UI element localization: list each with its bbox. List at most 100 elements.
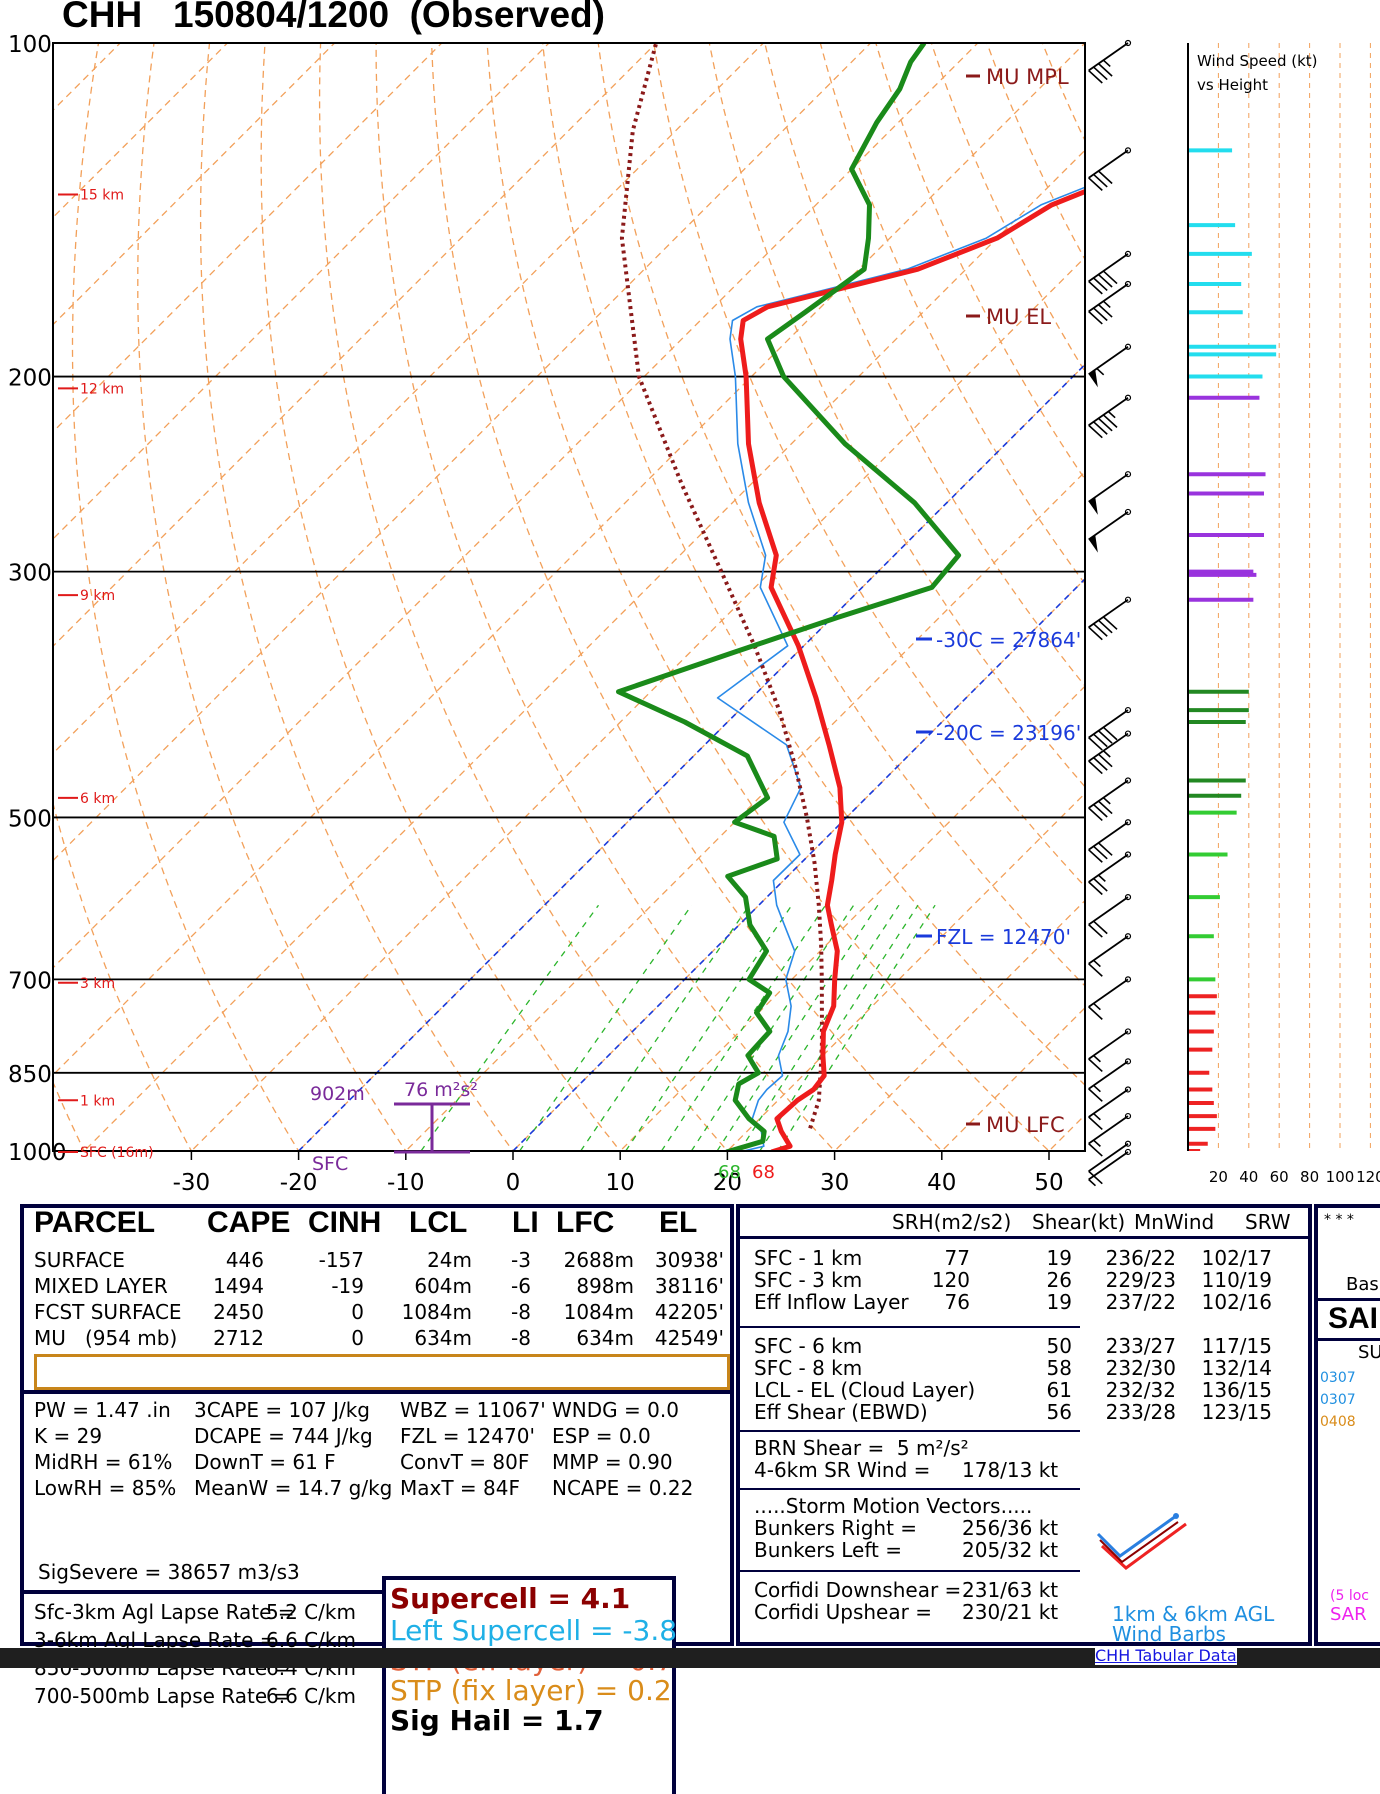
mu-lfc-label: MU LFC xyxy=(986,1113,1065,1137)
kin-value: 56 xyxy=(1000,1400,1072,1424)
wind-barb xyxy=(1089,1087,1131,1129)
bunkers-left-label: Bunkers Left = xyxy=(754,1538,902,1562)
temp-label: -30 xyxy=(173,1170,211,1196)
lapse-label: 700-500mb Lapse Rate = xyxy=(34,1684,290,1708)
pressure-label: 700 xyxy=(8,968,52,994)
kin-value: 50 xyxy=(1000,1334,1072,1358)
right-row3: 0408 xyxy=(1320,1414,1356,1430)
pressure-label: 500 xyxy=(8,806,52,832)
isotherm xyxy=(168,18,1324,1174)
parcel-value: 42205' xyxy=(644,1300,724,1324)
parcel-value: -6 xyxy=(479,1274,531,1298)
temp-label: -10 xyxy=(387,1170,425,1196)
kin-value: 58 xyxy=(1000,1356,1072,1380)
barbs-caption-2: Wind Barbs xyxy=(1112,1622,1226,1646)
divider xyxy=(1318,1338,1380,1341)
inset-axis-label: 120 xyxy=(1356,1168,1380,1186)
index-value: FZL = 12470' xyxy=(400,1424,535,1448)
index-value: 3CAPE = 107 J/kg xyxy=(194,1398,370,1422)
mixing-ratio-line xyxy=(717,905,878,1151)
mu-parcel-trace xyxy=(622,43,822,1128)
hdr-srw: SRW xyxy=(1245,1210,1291,1234)
kin-value: 123/15 xyxy=(1180,1400,1272,1424)
lapse-value: 6.6 C/km xyxy=(266,1684,356,1708)
kin-value: 232/30 xyxy=(1080,1356,1176,1380)
kin-label: LCL - EL (Cloud Layer) xyxy=(754,1378,975,1402)
mixing-ratio-line xyxy=(520,905,692,1151)
dry-adiabat xyxy=(431,18,965,1174)
sigsevere: SigSevere = 38657 m3/s3 xyxy=(38,1560,300,1584)
wind-barb xyxy=(1089,597,1131,639)
kin-label: SFC - 3 km xyxy=(754,1268,862,1292)
wind-barb xyxy=(1089,148,1131,190)
index-value: ConvT = 80F xyxy=(400,1450,529,1474)
eff-layer-srh-label: 76 m²s² xyxy=(404,1079,478,1101)
index-value: LowRH = 85% xyxy=(34,1476,176,1500)
divider xyxy=(740,1570,1080,1572)
dry-adiabat xyxy=(650,18,1380,1174)
corfidi-up: 230/21 kt xyxy=(962,1600,1058,1624)
dry-adiabat xyxy=(1088,18,1380,1174)
sr-wind-label: 4-6km SR Wind = xyxy=(754,1458,930,1482)
corfidi-up-label: Corfidi Upshear = xyxy=(754,1600,932,1624)
parcel-name: MIXED LAYER xyxy=(34,1274,168,1298)
divider xyxy=(1318,1298,1380,1301)
mu-el-label: MU EL xyxy=(986,305,1051,329)
parcel-value: 1084m xyxy=(544,1300,634,1324)
wind-barb xyxy=(1089,778,1131,820)
mu-highlight xyxy=(34,1354,730,1390)
hdr-li: LI xyxy=(512,1206,539,1240)
kin-value: 136/15 xyxy=(1180,1378,1272,1402)
parcel-value: 30938' xyxy=(644,1248,724,1272)
index-value: MMP = 0.90 xyxy=(552,1450,673,1474)
parcel-value: 604m xyxy=(374,1274,472,1298)
temp-label: 0 xyxy=(506,1170,521,1196)
kin-value: 19 xyxy=(1000,1246,1072,1270)
divider xyxy=(740,1488,1080,1490)
parcel-value: -157 xyxy=(274,1248,364,1272)
index-value: MeanW = 14.7 g/kg xyxy=(194,1476,392,1500)
kinematics-panel: SRH(m2/s2) Shear(kt) MnWind SRW SFC - 1 … xyxy=(736,1204,1312,1646)
bunkers-right-label: Bunkers Right = xyxy=(754,1516,917,1540)
sr-wind-value: 178/13 kt xyxy=(962,1458,1058,1482)
storm-motion-title: .....Storm Motion Vectors..... xyxy=(754,1494,1032,1518)
key-isotherm xyxy=(513,18,1380,1151)
dewpoint-profile xyxy=(619,43,959,1152)
brn-shear: BRN Shear = 5 m²/s² xyxy=(754,1436,969,1460)
key-isotherm xyxy=(299,18,1380,1151)
minus30-label: -30C = 27864' xyxy=(936,628,1081,652)
parcel-value: -8 xyxy=(479,1300,531,1324)
right-foot1: (5 loc xyxy=(1330,1588,1369,1604)
height-label: 15 km xyxy=(80,187,124,203)
height-label: SFC (16m) xyxy=(80,1145,154,1161)
dry-adiabat xyxy=(978,18,1380,1174)
index-value: PW = 1.47 .in xyxy=(34,1398,171,1422)
parcel-value: 634m xyxy=(544,1326,634,1350)
stp-fix: STP (fix layer) = 0.2 xyxy=(390,1674,672,1707)
index-value: DCAPE = 744 J/kg xyxy=(194,1424,373,1448)
hdr-parcel: PARCEL xyxy=(34,1206,155,1240)
eff-layer-bottom-label: SFC xyxy=(312,1153,348,1175)
bunkers-right: 256/36 kt xyxy=(962,1516,1058,1540)
dry-adiabat xyxy=(1252,18,1380,1174)
parcel-value: 42549' xyxy=(644,1326,724,1350)
wind-barb xyxy=(1089,41,1131,83)
tabular-data-link[interactable]: CHH Tabular Data xyxy=(1095,1646,1237,1665)
inset-axis-label: 40 xyxy=(1239,1168,1258,1186)
kin-value: 102/17 xyxy=(1180,1246,1272,1270)
index-value: ESP = 0.0 xyxy=(552,1424,651,1448)
inset-axis-label: 100 xyxy=(1326,1168,1355,1186)
height-label: 9 km xyxy=(80,588,115,604)
parcel-name: SURFACE xyxy=(34,1248,125,1272)
pressure-label: 100 xyxy=(8,32,52,58)
isotherm xyxy=(597,18,1380,1174)
wind-barb xyxy=(1089,977,1131,1019)
sfc-dewpoint-label: 68 xyxy=(718,1162,741,1183)
inset-axis-label: 80 xyxy=(1300,1168,1319,1186)
wind-barb xyxy=(1089,708,1131,750)
kin-label: SFC - 6 km xyxy=(754,1334,862,1358)
right-row2: 0307 xyxy=(1320,1392,1356,1408)
kin-value: 110/19 xyxy=(1180,1268,1272,1292)
wind-barb xyxy=(1089,820,1131,862)
